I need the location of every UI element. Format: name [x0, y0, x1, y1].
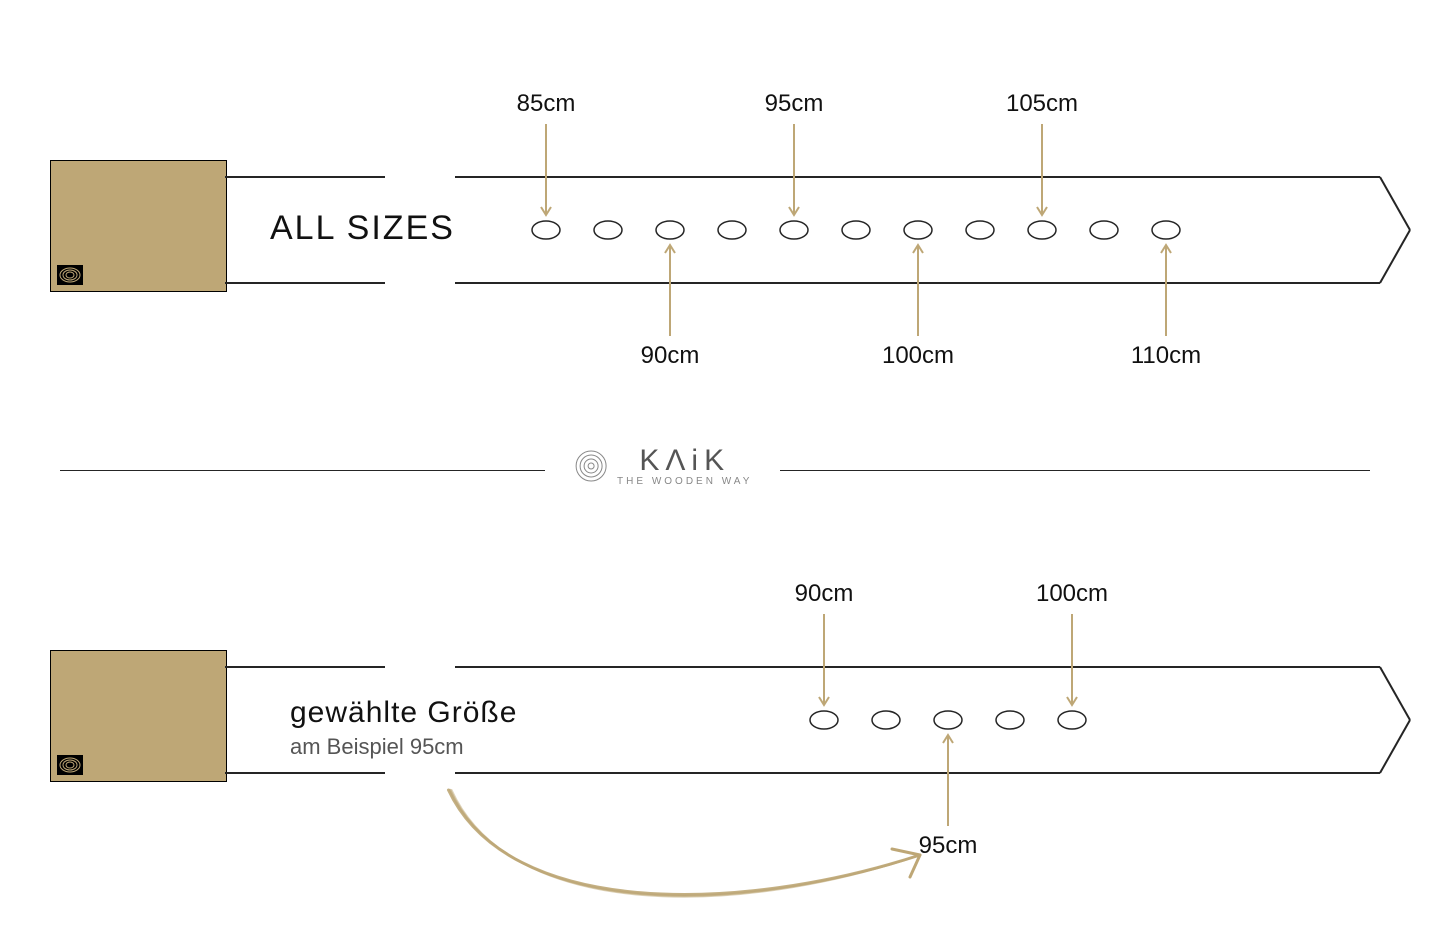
size-label: 95cm	[919, 832, 978, 860]
size-label: 100cm	[1036, 580, 1108, 608]
size-label: 85cm	[517, 90, 576, 118]
selected-size-label: gewählte Größe	[290, 696, 517, 730]
size-label: 95cm	[765, 90, 824, 118]
example-size-label: am Beispiel 95cm	[290, 734, 464, 760]
size-label: 110cm	[1131, 342, 1201, 370]
size-label: 100cm	[882, 342, 954, 370]
belt-outline-bottom	[0, 0, 1445, 951]
size-label: 90cm	[795, 580, 854, 608]
size-label: 105cm	[1006, 90, 1078, 118]
size-label: 90cm	[641, 342, 700, 370]
